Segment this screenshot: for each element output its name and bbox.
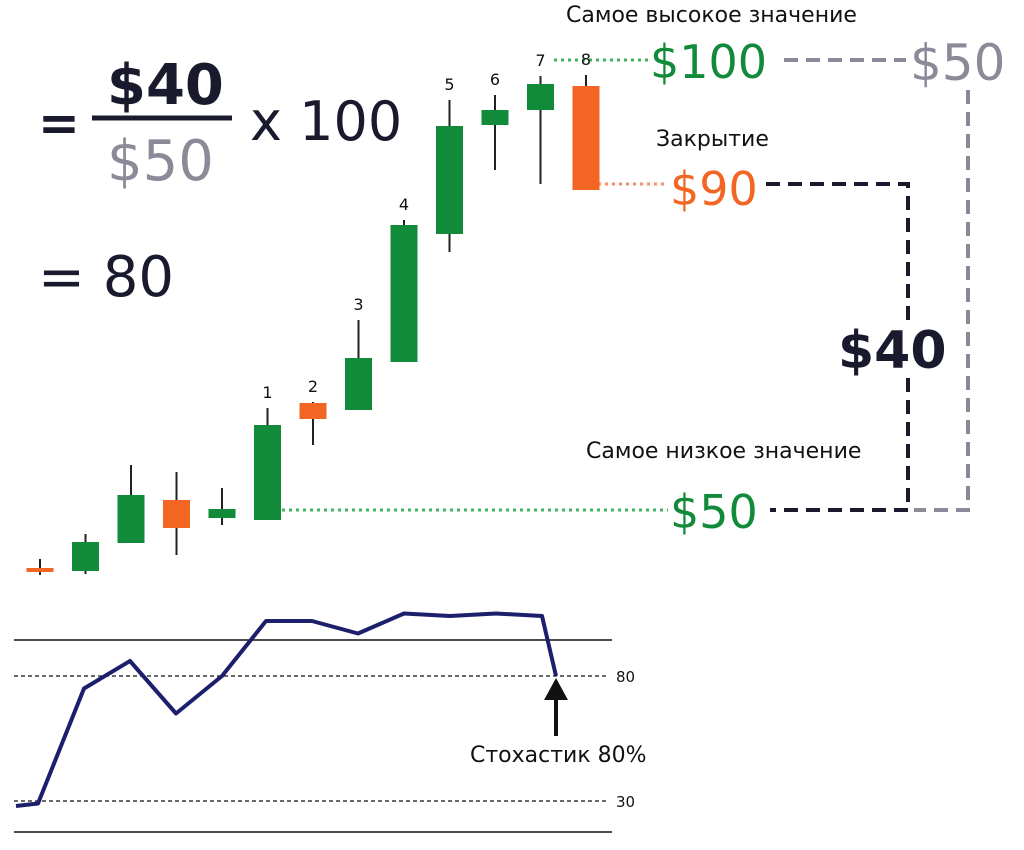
candle-number-label: 4 [399, 195, 409, 214]
candle-body [72, 542, 99, 571]
stochastic-panel: 80 30 Стохастик 80% [14, 611, 647, 833]
stochastic-line [15, 611, 558, 808]
candle-body [572, 86, 600, 190]
candle-number-label: 1 [262, 383, 272, 402]
candle-body [254, 425, 281, 520]
candlestick-chart: 1 2 3 4 5 6 7 8 [26, 50, 600, 575]
candle-body [527, 84, 554, 110]
formula-denominator: $50 [107, 129, 214, 194]
bracket-close-low-bottom [770, 378, 910, 512]
candle-body [208, 509, 236, 518]
label-lowest: Самое низкое значение [586, 439, 861, 464]
value-diff-high-low: $50 [910, 34, 1005, 92]
value-close: $90 [670, 162, 758, 216]
arrow-head-icon [544, 678, 568, 700]
candle-body [481, 110, 509, 125]
candle-body [345, 358, 372, 410]
candle-body [163, 500, 190, 528]
formula-multiplier: x 100 [250, 90, 402, 153]
label-stochastic: Стохастик 80% [470, 743, 647, 768]
label-close: Закрытие [656, 127, 769, 152]
candle-number-label: 5 [444, 75, 454, 94]
candle-number-label: 6 [490, 70, 500, 89]
candle-body [299, 403, 327, 419]
candle-body [26, 568, 54, 572]
bracket-high-low-side [914, 90, 970, 512]
value-high: $100 [650, 35, 767, 89]
formula-equals-sign: = [38, 94, 80, 152]
bracket-close-low [766, 182, 910, 322]
formula-numerator: $40 [107, 53, 224, 118]
candle-number-label: 3 [353, 295, 363, 314]
candle-number-label: 8 [581, 50, 591, 69]
value-diff-close-low: $40 [838, 321, 947, 381]
candle-number-label: 2 [308, 377, 318, 396]
candle-body [117, 495, 145, 543]
candle-number-label: 7 [535, 51, 545, 70]
stochastic-tick-30: 30 [616, 793, 635, 811]
stochastic-tick-80: 80 [616, 668, 635, 686]
candle-body [436, 126, 463, 234]
value-low: $50 [670, 485, 758, 539]
candle-body [390, 225, 418, 362]
label-highest: Самое высокое значение [566, 3, 857, 28]
formula-result: = 80 [38, 245, 174, 310]
